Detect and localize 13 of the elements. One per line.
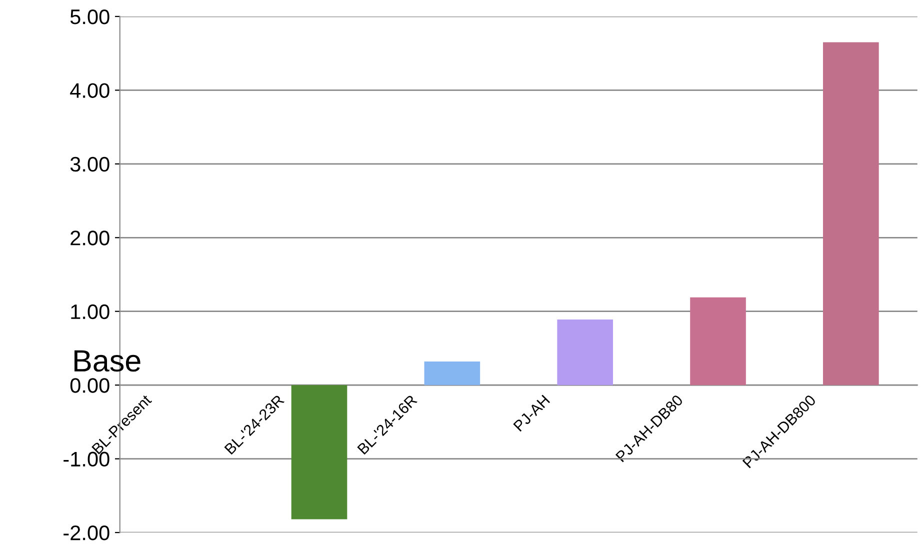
y-tick-label: 5.00 [70, 9, 110, 24]
bar [424, 361, 480, 386]
y-tick-label: 1.00 [71, 304, 110, 320]
y-tick-label: 2.00 [70, 230, 110, 246]
bar [557, 319, 613, 386]
y-tick-label: 0.00 [70, 378, 110, 393]
bar [690, 297, 746, 386]
y-tick-label: 4.00 [70, 83, 110, 98]
y-tick-label: -2.00 [64, 526, 110, 540]
annotation: Base [74, 350, 140, 372]
bar [823, 42, 879, 386]
y-tick-label: 3.00 [70, 156, 110, 172]
bar [291, 385, 348, 520]
